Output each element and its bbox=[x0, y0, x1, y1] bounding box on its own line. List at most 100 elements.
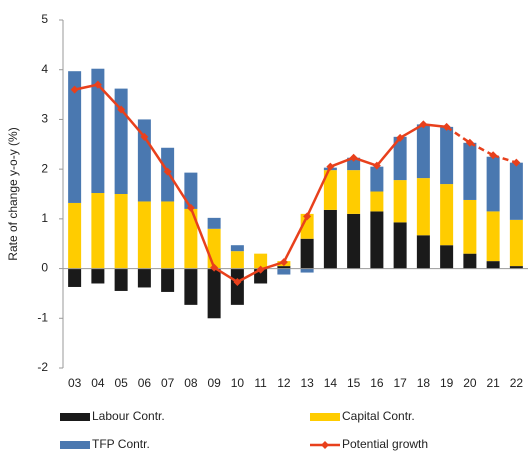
bar-segment bbox=[68, 268, 82, 287]
x-tick-label: 21 bbox=[486, 376, 500, 390]
line-marker bbox=[303, 212, 312, 221]
y-tick-label: 4 bbox=[41, 62, 48, 76]
bar-segment bbox=[440, 126, 454, 185]
x-tick-label: 13 bbox=[300, 376, 314, 390]
line-marker bbox=[186, 203, 195, 212]
line-marker bbox=[233, 277, 242, 286]
x-tick-label: 08 bbox=[184, 376, 198, 390]
bar-segment bbox=[114, 268, 128, 291]
line-segment bbox=[353, 156, 378, 167]
line-segment bbox=[329, 156, 355, 168]
y-tick-label: 1 bbox=[41, 211, 48, 225]
bar-segment bbox=[230, 245, 244, 252]
line-marker bbox=[163, 167, 172, 176]
line-segment bbox=[423, 123, 447, 129]
bar-segment bbox=[91, 193, 105, 269]
line-segment bbox=[399, 123, 424, 139]
line-segment bbox=[445, 125, 471, 144]
bar-segment bbox=[416, 235, 430, 269]
line-segment bbox=[282, 215, 309, 263]
bar-segment bbox=[416, 124, 430, 179]
line-marker bbox=[489, 151, 498, 160]
y-tick-label: 0 bbox=[41, 261, 48, 275]
bar-segment bbox=[91, 268, 105, 284]
bar-segment bbox=[323, 209, 337, 269]
x-tick-label: 20 bbox=[463, 376, 477, 390]
line-segment bbox=[74, 83, 99, 91]
bar-segment bbox=[230, 251, 244, 269]
line-marker bbox=[396, 133, 405, 142]
line-marker bbox=[326, 162, 335, 171]
line-marker bbox=[93, 80, 102, 89]
line-marker bbox=[256, 265, 265, 274]
line-marker bbox=[349, 153, 358, 162]
bar-segment bbox=[277, 266, 291, 269]
x-tick-label: 12 bbox=[277, 376, 291, 390]
bar-segment bbox=[347, 213, 361, 269]
legend-swatch bbox=[60, 413, 90, 421]
line-segment bbox=[305, 166, 332, 217]
bar-segment bbox=[254, 253, 268, 269]
bar-segment bbox=[486, 211, 500, 262]
line-segment bbox=[166, 170, 192, 209]
x-tick-label: 05 bbox=[114, 376, 128, 390]
x-tick-label: 22 bbox=[510, 376, 524, 390]
bar-segment bbox=[184, 208, 198, 269]
x-tick-label: 04 bbox=[91, 376, 105, 390]
bar-segment bbox=[370, 211, 384, 269]
line-marker bbox=[465, 138, 474, 147]
y-tick-label: 2 bbox=[41, 161, 48, 175]
line-segment bbox=[469, 141, 494, 157]
bar-segment bbox=[440, 184, 454, 246]
legend-label: Labour Contr. bbox=[92, 409, 165, 423]
bar-segment bbox=[161, 201, 175, 269]
line-marker bbox=[70, 85, 79, 94]
line-marker bbox=[210, 263, 219, 272]
x-tick-label: 09 bbox=[207, 376, 221, 390]
line-segment bbox=[260, 260, 285, 271]
bar-segment bbox=[277, 268, 291, 275]
bar-segment bbox=[114, 194, 128, 269]
bar-segment bbox=[440, 245, 454, 269]
bar-segment bbox=[184, 268, 198, 305]
bar-segment bbox=[347, 157, 361, 171]
bar-segment bbox=[509, 162, 523, 220]
line-segment bbox=[492, 154, 517, 164]
bar-segment bbox=[300, 268, 314, 273]
line-segment bbox=[120, 108, 146, 138]
bar-segment bbox=[393, 222, 407, 269]
y-tick-label: 3 bbox=[41, 112, 48, 126]
line-marker bbox=[442, 122, 451, 131]
bar-segment bbox=[463, 199, 477, 254]
bar-segment bbox=[91, 68, 105, 194]
bar-segment bbox=[463, 142, 477, 200]
line-segment bbox=[236, 268, 262, 284]
line-segment bbox=[96, 83, 123, 111]
bar-segment bbox=[370, 191, 384, 212]
bar-segment bbox=[207, 228, 221, 269]
x-tick-label: 15 bbox=[347, 376, 361, 390]
legend-swatch bbox=[310, 413, 340, 421]
x-tick-label: 17 bbox=[393, 376, 407, 390]
bar-segment bbox=[161, 268, 175, 292]
line-marker bbox=[512, 158, 521, 167]
bar-segment bbox=[347, 170, 361, 214]
line-marker bbox=[372, 161, 381, 170]
line-marker bbox=[140, 132, 149, 141]
y-axis-label: Rate of change y-o-y (%) bbox=[6, 127, 20, 260]
y-tick-label: 5 bbox=[41, 12, 48, 26]
line-segment bbox=[143, 136, 169, 173]
legend-swatch bbox=[321, 441, 329, 449]
line-marker bbox=[117, 105, 126, 114]
bar-segment bbox=[416, 178, 430, 236]
bar-segment bbox=[184, 172, 198, 209]
line-marker bbox=[279, 258, 288, 267]
x-tick-label: 10 bbox=[231, 376, 245, 390]
legend-label: TFP Contr. bbox=[92, 437, 150, 451]
bar-segment bbox=[300, 238, 314, 269]
bar-segment bbox=[486, 261, 500, 269]
bar-segment bbox=[137, 268, 151, 288]
line-segment bbox=[189, 207, 216, 269]
legend-label: Capital Contr. bbox=[342, 409, 415, 423]
